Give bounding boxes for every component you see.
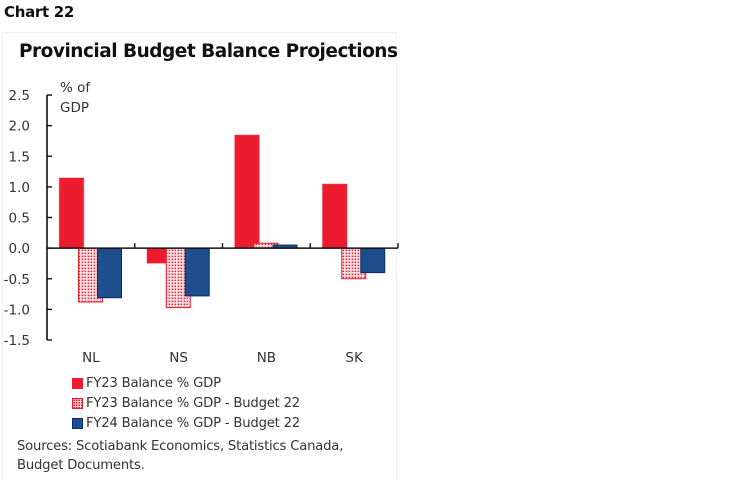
sources-line-2: Budget Documents. (17, 458, 145, 473)
y-tick-label: -1.5 (4, 333, 30, 349)
legend-item-fy23: FY23 Balance % GDP (72, 373, 300, 393)
bar-sk-series-3 (360, 247, 386, 274)
chart-title: Provincial Budget Balance Projections (19, 41, 398, 62)
legend-swatch-solid-red-icon (72, 377, 83, 389)
y-tick-label: 2.5 (9, 88, 30, 104)
x-axis: NL NS NB SK (47, 243, 399, 366)
legend-item-fy24-budget22: FY24 Balance % GDP - Budget 22 (72, 413, 300, 433)
y-tick-label: -0.5 (4, 272, 30, 288)
legend-item-fy23-budget22: FY23 Balance % GDP - Budget 22 (72, 393, 300, 413)
chart-frame (2, 32, 397, 480)
sources-note: Sources: Scotiabank Economics, Statistic… (17, 437, 397, 475)
x-category-label: SK (345, 350, 364, 366)
legend-label: FY23 Balance % GDP - Budget 22 (86, 395, 300, 411)
y-tick-label: 0.5 (9, 211, 30, 227)
x-category-label: NS (169, 350, 188, 366)
x-category-label: NL (82, 350, 100, 366)
bar-nl-series-3 (97, 247, 122, 299)
y-tick-label: 2.0 (9, 119, 30, 135)
chart-number-label: Chart 22 (4, 3, 75, 21)
bar-nl-series-1 (58, 177, 85, 249)
y-axis-unit-line2: GDP (60, 100, 89, 116)
y-axis-unit-line1: % of (60, 80, 91, 96)
legend-swatch-solid-blue-icon (72, 417, 83, 429)
legend-label: FY23 Balance % GDP (86, 375, 221, 391)
y-tick-label: 1.5 (9, 149, 30, 165)
x-category-label: NB (257, 350, 276, 366)
bar-sk-series-1 (321, 183, 348, 249)
legend-label: FY24 Balance % GDP - Budget 22 (86, 415, 300, 431)
sources-line-1: Sources: Scotiabank Economics, Statistic… (17, 439, 344, 454)
y-axis: 2.5 2.0 1.5 1.0 0.5 0.0 -0.5 -1.0 -1.5 (4, 88, 52, 349)
y-tick-label: 0.0 (9, 241, 30, 257)
bars (58, 134, 386, 309)
y-tick-label: 1.0 (9, 180, 30, 196)
bar-nb-series-1 (234, 134, 260, 249)
y-tick-label: -1.0 (4, 302, 30, 318)
bar-ns-series-3 (184, 247, 210, 297)
legend: FY23 Balance % GDP FY23 Balance % GDP - … (72, 373, 300, 433)
legend-swatch-hatched-red-icon (72, 397, 83, 409)
